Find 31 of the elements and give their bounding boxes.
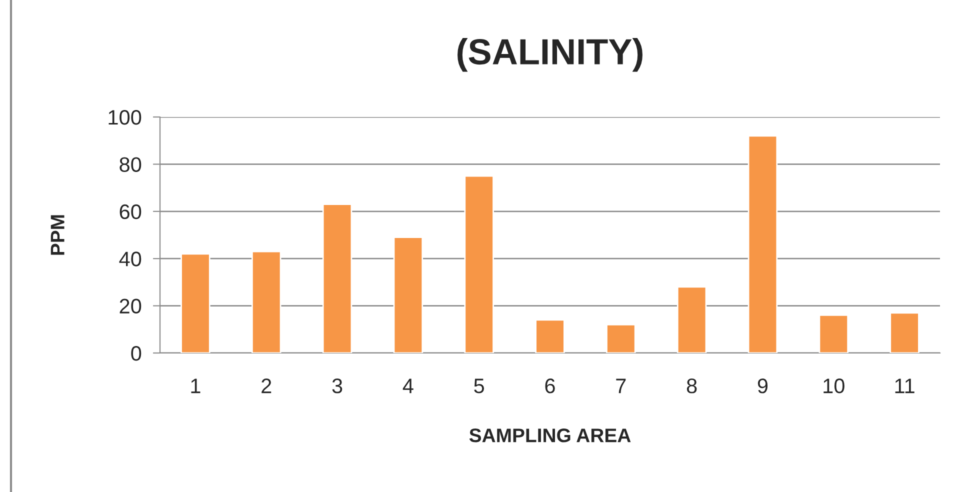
- y-tick-label: 20: [120, 298, 142, 314]
- x-axis-title: SAMPLING AREA: [469, 428, 631, 442]
- chart-title: (SALINITY): [458, 38, 642, 72]
- bar: [818, 314, 849, 353]
- x-tick-label: 6: [545, 378, 555, 394]
- x-tick-label: 7: [616, 378, 626, 394]
- bar: [393, 236, 424, 353]
- x-tick-label: 2: [262, 378, 272, 394]
- bar: [748, 135, 778, 353]
- bar: [464, 175, 494, 353]
- y-tick-label: 100: [108, 110, 142, 125]
- x-tick-label: 8: [686, 378, 697, 394]
- bar: [890, 312, 920, 353]
- bar: [676, 286, 707, 353]
- bar: [322, 204, 352, 353]
- y-axis-title: PPM: [50, 215, 64, 255]
- x-tick-label: 5: [474, 378, 484, 394]
- bar: [251, 250, 282, 353]
- x-tick-label: 3: [332, 378, 342, 394]
- y-tick-label: 0: [131, 346, 142, 361]
- y-tick-label: 60: [120, 204, 142, 220]
- y-tick-label: 40: [119, 252, 142, 266]
- bar: [606, 324, 636, 353]
- x-tick-label: 1: [191, 378, 200, 394]
- x-tick-label: 9: [758, 378, 768, 394]
- x-tick-label: 11: [895, 378, 914, 394]
- x-tick-label: 4: [402, 378, 414, 394]
- bar: [180, 253, 210, 353]
- y-tick-label: 80: [120, 157, 142, 172]
- bar: [535, 319, 565, 353]
- x-tick-label: 10: [824, 378, 844, 394]
